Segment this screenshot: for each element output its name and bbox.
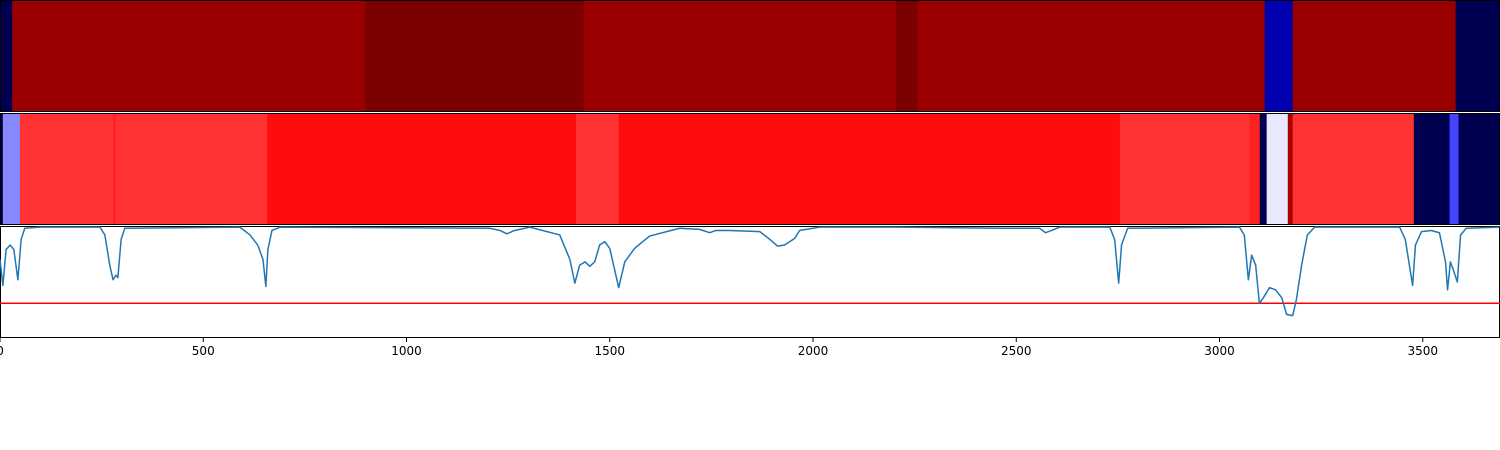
heat-cell	[618, 113, 1121, 225]
heat-cell	[1292, 113, 1415, 225]
heat-cell	[1119, 113, 1251, 225]
x-tick-label: 3000	[1204, 344, 1235, 358]
heat-cell	[1455, 0, 1500, 112]
heat-cell	[115, 113, 268, 225]
heat-cell	[1249, 113, 1261, 225]
heat-cell	[12, 0, 366, 112]
heat-cell	[576, 113, 620, 225]
heat-cell	[365, 0, 585, 112]
panel-frame	[0, 226, 1500, 338]
x-tick-label: 2000	[798, 344, 829, 358]
heat-cell	[1287, 113, 1294, 225]
heat-cell	[1458, 113, 1500, 225]
x-tick-label: 1000	[391, 344, 422, 358]
signal-line	[0, 226, 1500, 317]
x-tick-label: 3500	[1407, 344, 1438, 358]
heat-cell	[917, 0, 1266, 112]
heat-cell	[1292, 0, 1457, 112]
heat-cell	[1266, 113, 1289, 225]
heat-cell	[2, 113, 21, 225]
x-tick-label: 1500	[594, 344, 625, 358]
heat-cell	[113, 113, 117, 225]
heat-cell	[0, 113, 4, 225]
heat-cell	[267, 113, 577, 225]
x-tick-label: 500	[192, 344, 215, 358]
x-tick-label: 0	[0, 344, 4, 358]
heat-cell	[0, 0, 13, 112]
heat-cell	[1449, 113, 1460, 225]
heat-cell	[1264, 0, 1294, 112]
heat-cell	[583, 0, 897, 112]
heat-cell	[19, 113, 114, 225]
x-tick-label: 2500	[1001, 344, 1032, 358]
heat-cell	[1413, 113, 1451, 225]
heat-cell	[895, 0, 919, 112]
heat-cell	[1259, 113, 1268, 225]
